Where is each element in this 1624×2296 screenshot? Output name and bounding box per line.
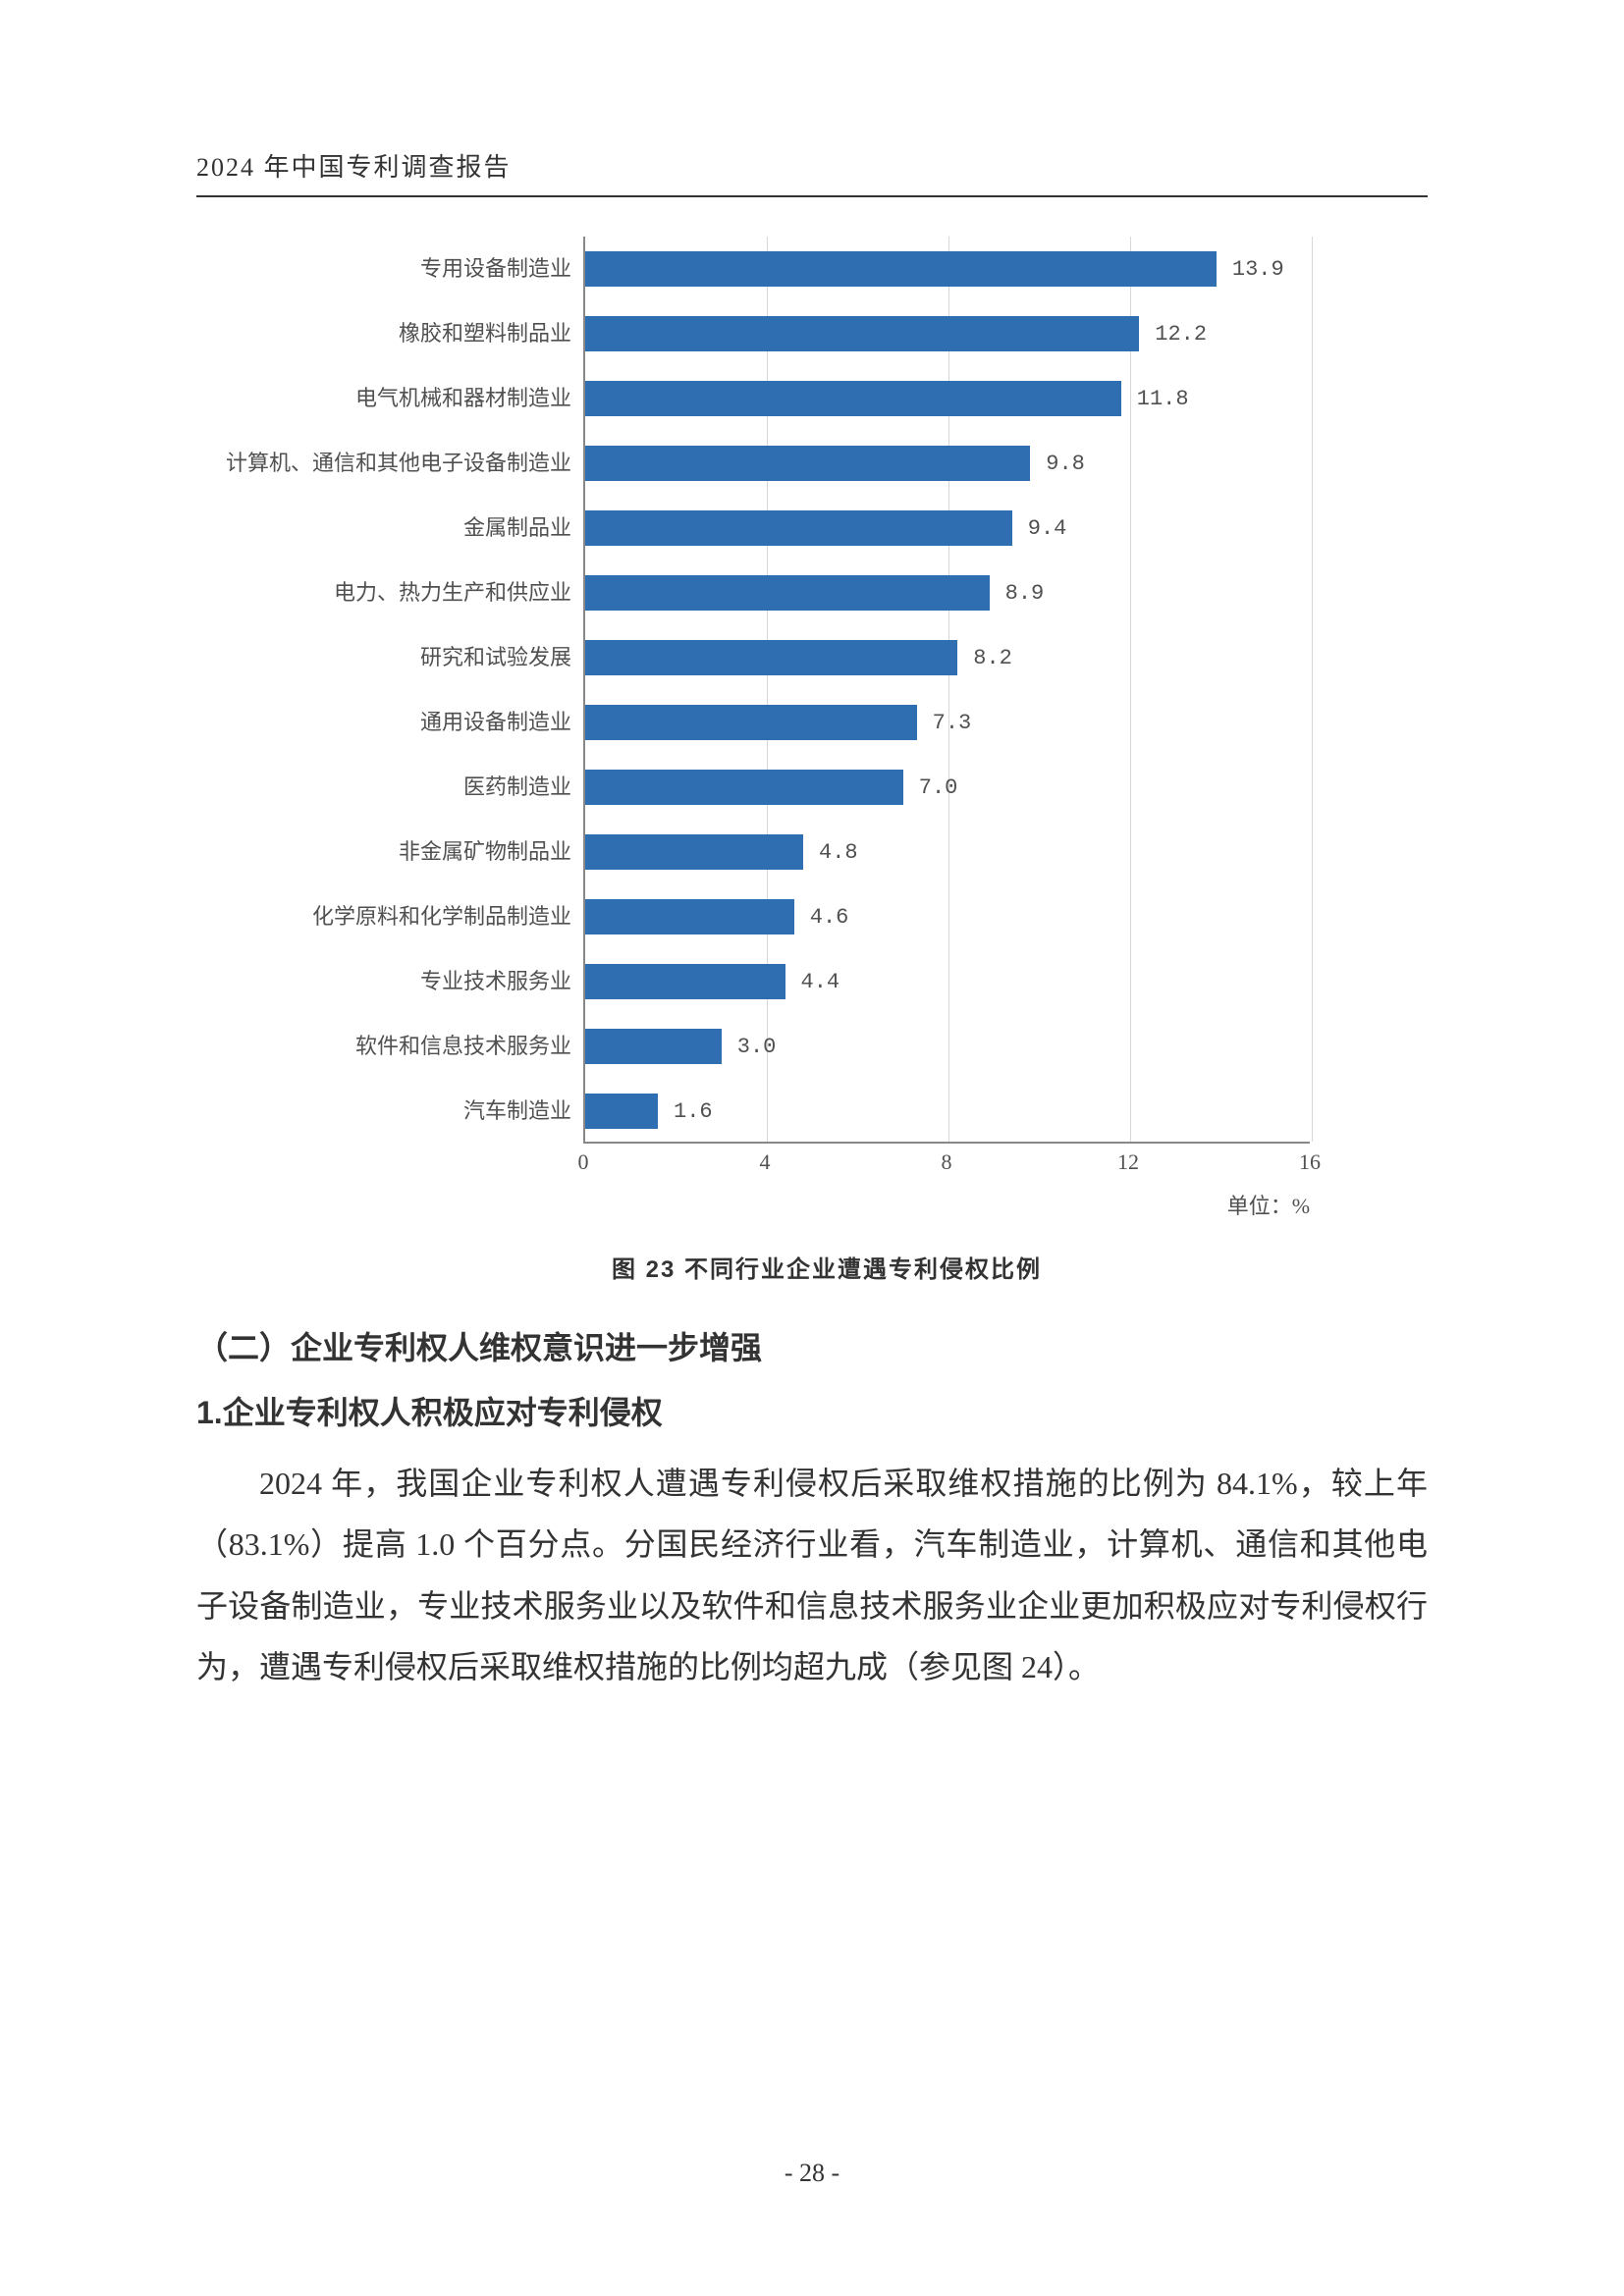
bar-value-label: 9.4 bbox=[1028, 516, 1067, 541]
bar-row: 8.9 bbox=[585, 561, 1310, 625]
bars-container: 13.9 12.2 11.8 9.8 9.4 8.9 8.2 7.3 7.0 4.8 4.6 4.4 3… bbox=[585, 237, 1310, 1144]
chart-inner: 专用设备制造业橡胶和塑料制品业电气机械和器材制造业计算机、通信和其他电子设备制造… bbox=[226, 237, 1428, 1220]
bar-value-label: 9.8 bbox=[1046, 452, 1085, 476]
bar-row: 4.8 bbox=[585, 820, 1310, 884]
page-header: 2024 年中国专利调查报告 bbox=[196, 147, 1428, 197]
bar bbox=[585, 446, 1030, 481]
bar-row: 7.0 bbox=[585, 755, 1310, 820]
y-axis-labels: 专用设备制造业橡胶和塑料制品业电气机械和器材制造业计算机、通信和其他电子设备制造… bbox=[226, 237, 583, 1220]
section-heading-3: 1.企业专利权人积极应对专利侵权 bbox=[196, 1388, 1428, 1433]
bar bbox=[585, 705, 917, 740]
bar-row: 12.2 bbox=[585, 301, 1310, 366]
bar bbox=[585, 1094, 658, 1129]
bar bbox=[585, 640, 957, 675]
bar-value-label: 1.6 bbox=[674, 1099, 713, 1124]
bar-value-label: 8.9 bbox=[1005, 581, 1045, 606]
bar-row: 4.6 bbox=[585, 884, 1310, 949]
page: 2024 年中国专利调查报告 专用设备制造业橡胶和塑料制品业电气机械和器材制造业… bbox=[0, 0, 1624, 2296]
y-axis-label: 非金属矿物制品业 bbox=[226, 820, 571, 884]
bar-row: 1.6 bbox=[585, 1079, 1310, 1144]
bar-value-label: 3.0 bbox=[737, 1035, 777, 1059]
bar bbox=[585, 899, 794, 934]
y-axis-label: 电气机械和器材制造业 bbox=[226, 366, 571, 431]
y-axis-label: 汽车制造业 bbox=[226, 1079, 571, 1144]
page-number: - 28 - bbox=[0, 2159, 1624, 2188]
section-heading-2: （二）企业专利权人维权意识进一步增强 bbox=[196, 1323, 1428, 1368]
y-axis-label: 通用设备制造业 bbox=[226, 690, 571, 755]
y-axis-label: 计算机、通信和其他电子设备制造业 bbox=[226, 431, 571, 496]
bar-row: 7.3 bbox=[585, 690, 1310, 755]
bar bbox=[585, 770, 903, 805]
bar-row: 3.0 bbox=[585, 1014, 1310, 1079]
gridline bbox=[1312, 237, 1313, 1142]
plot-area: 13.9 12.2 11.8 9.8 9.4 8.9 8.2 7.3 7.0 4.8 4.6 4.4 3… bbox=[583, 237, 1310, 1144]
bar-row: 11.8 bbox=[585, 366, 1310, 431]
bar-value-label: 8.2 bbox=[973, 646, 1012, 670]
bar bbox=[585, 316, 1139, 351]
bar-value-label: 11.8 bbox=[1137, 387, 1189, 411]
header-title: 2024 年中国专利调查报告 bbox=[196, 153, 512, 182]
bar bbox=[585, 575, 990, 611]
plot-col: 13.9 12.2 11.8 9.8 9.4 8.9 8.2 7.3 7.0 4.8 4.6 4.4 3… bbox=[583, 237, 1310, 1220]
y-axis-label: 研究和试验发展 bbox=[226, 625, 571, 690]
y-axis-label: 专业技术服务业 bbox=[226, 949, 571, 1014]
y-axis-label: 金属制品业 bbox=[226, 496, 571, 561]
bar bbox=[585, 381, 1121, 416]
bar bbox=[585, 964, 785, 999]
bar-value-label: 13.9 bbox=[1232, 257, 1284, 282]
bar bbox=[585, 1029, 722, 1064]
body-paragraph: 2024 年，我国企业专利权人遭遇专利侵权后采取维权措施的比例为 84.1%，较… bbox=[196, 1453, 1428, 1698]
x-tick-label: 4 bbox=[760, 1149, 771, 1175]
bar-row: 8.2 bbox=[585, 625, 1310, 690]
chart-caption: 图 23 不同行业企业遭遇专利侵权比例 bbox=[226, 1250, 1428, 1284]
x-tick-label: 0 bbox=[578, 1149, 589, 1175]
x-tick-label: 16 bbox=[1299, 1149, 1321, 1175]
bar bbox=[585, 510, 1012, 546]
bar bbox=[585, 251, 1217, 287]
y-axis-label: 电力、热力生产和供应业 bbox=[226, 561, 571, 625]
bar-value-label: 4.6 bbox=[810, 905, 849, 930]
bar-chart: 专用设备制造业橡胶和塑料制品业电气机械和器材制造业计算机、通信和其他电子设备制造… bbox=[226, 237, 1428, 1284]
bar-value-label: 4.8 bbox=[819, 840, 858, 865]
bar-row: 9.4 bbox=[585, 496, 1310, 561]
x-axis: 0481216 bbox=[583, 1144, 1310, 1183]
bar-row: 13.9 bbox=[585, 237, 1310, 301]
y-axis-label: 橡胶和塑料制品业 bbox=[226, 301, 571, 366]
y-axis-label: 医药制造业 bbox=[226, 755, 571, 820]
bar bbox=[585, 834, 803, 870]
y-axis-label: 软件和信息技术服务业 bbox=[226, 1014, 571, 1079]
x-tick-label: 8 bbox=[942, 1149, 952, 1175]
bar-value-label: 4.4 bbox=[801, 970, 840, 994]
bar-value-label: 7.3 bbox=[933, 711, 972, 735]
bar-row: 4.4 bbox=[585, 949, 1310, 1014]
bar-row: 9.8 bbox=[585, 431, 1310, 496]
x-tick-label: 12 bbox=[1117, 1149, 1139, 1175]
unit-label: 单位：% bbox=[583, 1189, 1310, 1220]
y-axis-label: 化学原料和化学制品制造业 bbox=[226, 884, 571, 949]
bar-value-label: 12.2 bbox=[1155, 322, 1207, 347]
y-axis-label: 专用设备制造业 bbox=[226, 237, 571, 301]
bar-value-label: 7.0 bbox=[919, 775, 958, 800]
